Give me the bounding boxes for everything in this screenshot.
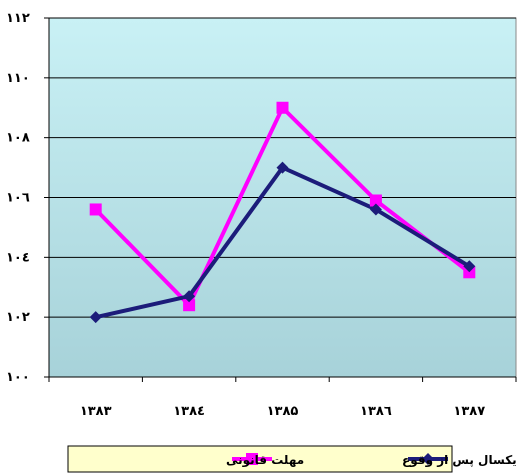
y-tick-label: ۱۰۸	[6, 131, 30, 146]
y-tick-label: ۱۱۰	[6, 71, 30, 86]
x-tick-label: ۱۳۸٦	[360, 404, 392, 419]
y-tick-label: ۱۰٤	[6, 250, 30, 265]
x-tick-label: ۱۳۸۳	[80, 404, 112, 419]
y-tick-label: ۱۰۰	[6, 370, 30, 385]
y-tick-label: ۱۱۲	[6, 11, 30, 26]
x-tick-label: ۱۳۸۷	[453, 404, 485, 419]
data-point-2	[183, 299, 196, 312]
y-tick-label: ۱۰۲	[6, 310, 30, 325]
data-point-2	[369, 194, 382, 207]
legend-label-1: ثبت تا یکسال پس از وقوع	[402, 453, 518, 468]
data-point-1	[276, 161, 289, 174]
data-point-2	[89, 203, 102, 216]
data-point-1	[89, 311, 102, 324]
data-point-1	[463, 260, 476, 273]
data-point-2	[276, 101, 289, 114]
legend-label-2: مهلت قانونی	[226, 453, 304, 468]
legend-marker-2	[246, 453, 258, 465]
x-tick-label: ۱۳۸٤	[173, 404, 205, 419]
legend-marker-1	[422, 453, 434, 465]
x-tick-label: ۱۳۸۵	[267, 404, 299, 419]
y-tick-label: ۱۰٦	[6, 191, 30, 206]
data-point-1	[183, 290, 196, 303]
data-point-1	[369, 203, 382, 216]
